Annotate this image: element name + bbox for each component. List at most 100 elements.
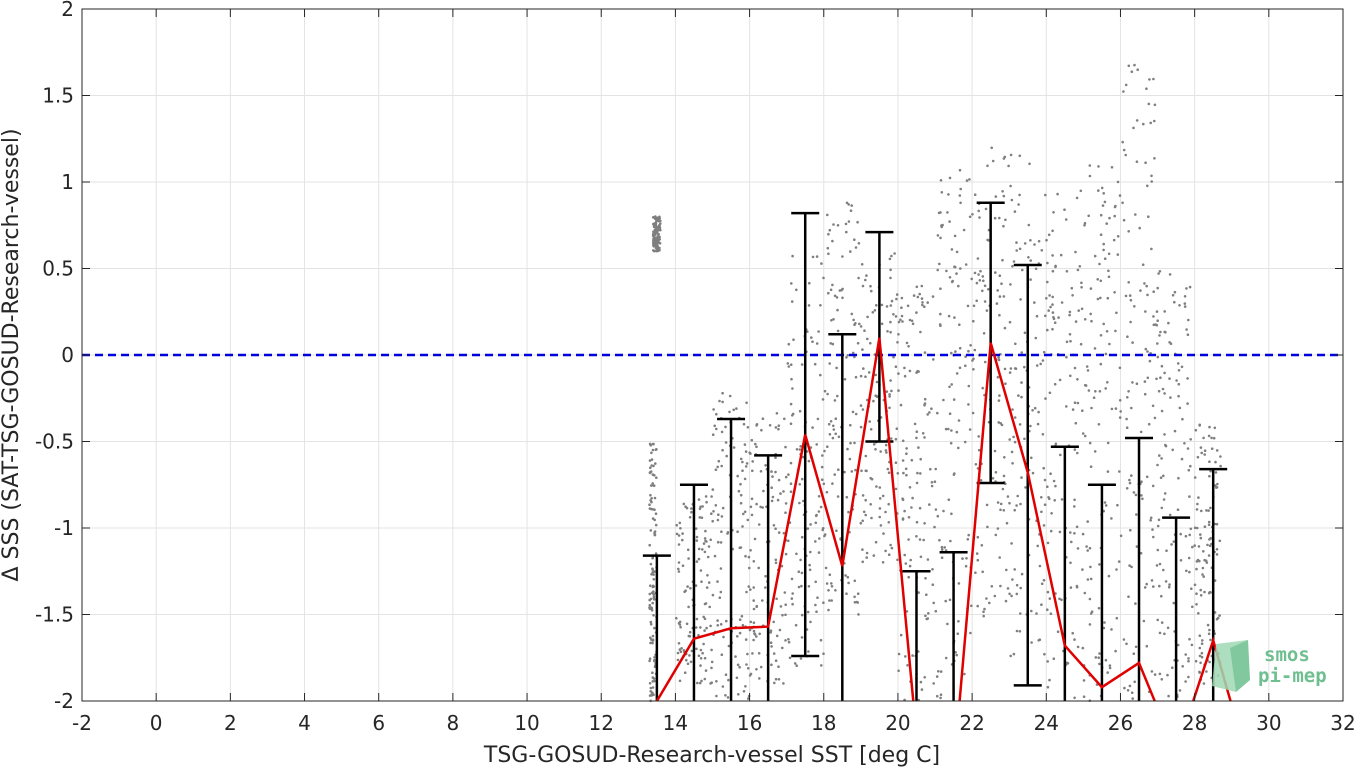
scatter-point xyxy=(1151,484,1155,488)
scatter-point xyxy=(1099,233,1103,236)
scatter-point xyxy=(890,254,893,258)
scatter-point xyxy=(1051,229,1054,233)
scatter-point xyxy=(977,435,980,438)
scatter-point xyxy=(864,454,868,458)
scatter-point xyxy=(791,602,794,606)
scatter-point xyxy=(950,351,953,355)
scatter-point xyxy=(1110,628,1113,631)
scatter-point xyxy=(703,550,707,554)
scatter-point xyxy=(764,586,767,589)
scatter-point xyxy=(1155,377,1158,381)
scatter-point xyxy=(1015,629,1019,633)
scatter-point xyxy=(909,558,912,562)
scatter-point xyxy=(777,531,781,534)
scatter-point xyxy=(686,662,690,666)
scatter-point xyxy=(982,332,986,335)
scatter-point xyxy=(790,597,794,600)
scatter-point xyxy=(742,690,746,693)
scatter-point xyxy=(861,408,865,411)
scatter-point xyxy=(769,641,773,644)
scatter-point xyxy=(651,517,655,520)
scatter-point xyxy=(654,215,657,218)
scatter-point xyxy=(1088,623,1092,626)
scatter-point xyxy=(775,597,778,601)
scatter-point xyxy=(1155,564,1159,567)
scatter-point xyxy=(926,558,930,561)
scatter-point xyxy=(1098,390,1102,393)
scatter-point xyxy=(1113,214,1116,218)
scatter-point xyxy=(1051,269,1055,273)
scatter-point xyxy=(865,556,868,559)
scatter-point xyxy=(822,276,825,280)
scatter-point xyxy=(1214,460,1217,464)
scatter-point xyxy=(764,574,767,578)
scatter-point xyxy=(1160,364,1164,368)
scatter-point xyxy=(1015,249,1018,252)
scatter-point xyxy=(1083,221,1087,225)
scatter-point xyxy=(651,442,655,446)
scatter-point xyxy=(892,355,895,359)
scatter-point xyxy=(998,556,1001,559)
scatter-point xyxy=(1152,585,1155,588)
scatter-point xyxy=(774,558,778,562)
scatter-point xyxy=(917,446,920,449)
scatter-point xyxy=(1173,300,1176,304)
scatter-point xyxy=(947,427,950,431)
scatter-point xyxy=(755,635,758,638)
scatter-point xyxy=(797,570,801,573)
scatter-point xyxy=(713,424,716,428)
scatter-point xyxy=(843,470,846,474)
scatter-point xyxy=(777,424,781,428)
scatter-point xyxy=(1011,408,1014,411)
y-tick-label: -2 xyxy=(54,689,74,713)
scatter-point xyxy=(1098,662,1101,666)
y-axis-ticks: -2-1.5-1-0.500.511.52 xyxy=(35,0,1343,713)
scatter-point xyxy=(750,497,754,501)
scatter-point xyxy=(1002,194,1006,198)
scatter-point xyxy=(656,236,660,239)
scatter-point xyxy=(697,557,701,561)
scatter-point xyxy=(870,289,873,293)
scatter-point xyxy=(815,255,819,258)
scatter-point xyxy=(993,594,997,598)
scatter-point xyxy=(1106,671,1109,674)
scatter-point xyxy=(932,358,935,361)
scatter-point xyxy=(976,558,980,562)
scatter-point xyxy=(924,577,927,580)
scatter-point xyxy=(956,632,960,635)
scatter-point xyxy=(1197,496,1200,499)
scatter-point xyxy=(963,672,966,676)
scatter-point xyxy=(973,193,977,196)
scatter-point xyxy=(1051,295,1054,299)
logo-line1: smos xyxy=(1264,644,1310,666)
scatter-point xyxy=(716,619,719,622)
scatter-point xyxy=(657,225,660,229)
scatter-point xyxy=(649,562,653,566)
scatter-point xyxy=(720,464,723,468)
scatter-point xyxy=(789,482,793,486)
scatter-point xyxy=(955,372,959,375)
scatter-point xyxy=(823,534,826,538)
scatter-point xyxy=(827,291,830,295)
scatter-point xyxy=(938,262,941,266)
scatter-point xyxy=(751,460,754,463)
scatter-point xyxy=(1127,64,1131,68)
scatter-point xyxy=(806,330,809,333)
scatter-point xyxy=(830,582,833,585)
scatter-point xyxy=(750,513,754,517)
scatter-point xyxy=(957,582,961,585)
scatter-point xyxy=(811,426,814,429)
scatter-point xyxy=(857,276,860,280)
scatter-point xyxy=(911,654,914,657)
scatter-point xyxy=(1089,577,1093,581)
scatter-point xyxy=(653,533,657,537)
scatter-point xyxy=(719,541,723,544)
scatter-point xyxy=(832,428,836,431)
scatter-point xyxy=(1052,657,1056,660)
scatter-point xyxy=(988,601,991,605)
x-tick-label: 20 xyxy=(885,711,910,735)
scatter-point xyxy=(769,631,772,634)
scatter-point xyxy=(846,447,849,451)
x-tick-label: 4 xyxy=(298,711,311,735)
scatter-point xyxy=(1071,408,1075,411)
